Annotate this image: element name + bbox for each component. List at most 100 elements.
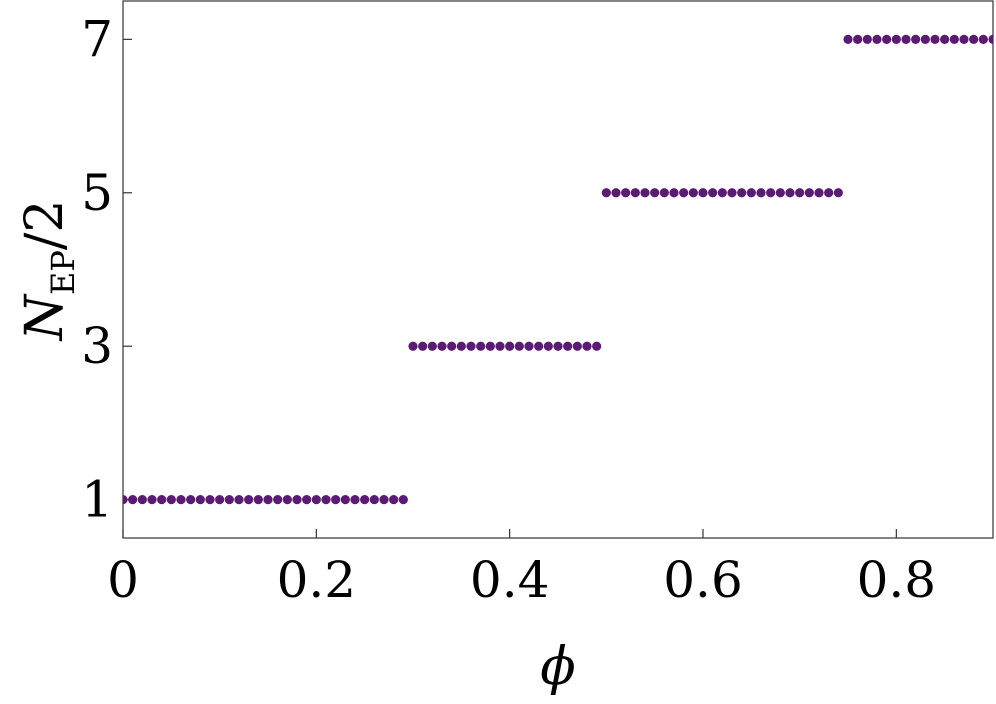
data-point	[920, 34, 930, 44]
data-point	[911, 34, 921, 44]
data-point	[369, 495, 379, 505]
data-point	[688, 188, 698, 198]
data-point	[514, 341, 524, 351]
data-point	[630, 188, 640, 198]
data-point	[166, 495, 176, 505]
y-axis-label: NEP/2	[15, 200, 82, 343]
data-point	[505, 341, 515, 351]
x-tick-label: 0	[107, 551, 139, 609]
data-point	[331, 495, 341, 505]
data-point	[872, 34, 882, 44]
data-point	[350, 495, 360, 505]
data-point	[302, 495, 312, 505]
data-point	[379, 495, 389, 505]
data-point	[466, 341, 476, 351]
data-point	[833, 188, 843, 198]
data-point	[679, 188, 689, 198]
data-point	[988, 34, 993, 44]
data-point	[669, 188, 679, 198]
data-point	[727, 188, 737, 198]
data-point	[176, 495, 186, 505]
data-point	[746, 188, 756, 198]
y-tick-label: 3	[81, 317, 113, 375]
data-point	[195, 495, 205, 505]
x-axis-label: ϕ	[540, 637, 575, 697]
y-axis-label-suffix: /2	[15, 200, 75, 251]
data-point	[447, 341, 457, 351]
data-point	[698, 188, 708, 198]
data-point	[804, 188, 814, 198]
data-point	[418, 341, 428, 351]
data-point	[205, 495, 215, 505]
data-point	[640, 188, 650, 198]
data-point	[360, 495, 370, 505]
data-point	[534, 341, 544, 351]
data-point	[244, 495, 254, 505]
x-ticks	[122, 529, 897, 538]
data-point	[563, 341, 573, 351]
data-point	[650, 188, 660, 198]
y-tick-labels: 1 3 5 7	[81, 10, 113, 528]
plot-frame	[122, 0, 994, 539]
data-point	[621, 188, 631, 198]
data-point	[717, 188, 727, 198]
data-point	[224, 495, 234, 505]
data-point	[321, 495, 331, 505]
data-point	[659, 188, 669, 198]
data-point	[340, 495, 350, 505]
data-point	[215, 495, 225, 505]
data-point	[901, 34, 911, 44]
data-point	[137, 495, 147, 505]
data-point	[263, 495, 273, 505]
y-tick-label: 7	[81, 10, 113, 68]
data-point	[495, 341, 505, 351]
data-point	[959, 34, 969, 44]
data-point	[524, 341, 534, 351]
x-tick-label: 0.4	[470, 551, 550, 609]
data-point	[427, 341, 437, 351]
data-point	[824, 188, 834, 198]
data-point	[737, 188, 747, 198]
data-point	[708, 188, 718, 198]
y-tick-label: 5	[81, 164, 113, 222]
data-point	[843, 34, 853, 44]
x-tick-label: 0.2	[277, 551, 357, 609]
data-point	[543, 341, 553, 351]
data-point	[123, 495, 128, 505]
data-point	[891, 34, 901, 44]
data-point	[853, 34, 863, 44]
data-point	[273, 495, 283, 505]
y-tick-label: 1	[81, 471, 113, 529]
data-points	[123, 34, 993, 505]
data-point	[766, 188, 776, 198]
data-point	[311, 495, 321, 505]
data-point	[862, 34, 872, 44]
data-point	[756, 188, 766, 198]
data-point	[592, 341, 602, 351]
data-point	[398, 495, 408, 505]
svg-text:NEP/2: NEP/2	[15, 200, 82, 343]
data-point	[553, 341, 563, 351]
data-point	[601, 188, 611, 198]
data-point	[253, 495, 263, 505]
x-tick-label: 0.6	[663, 551, 743, 609]
x-tick-label: 0.8	[857, 551, 937, 609]
data-point	[940, 34, 950, 44]
y-axis-label-subscript: EP	[44, 250, 82, 295]
data-point	[930, 34, 940, 44]
y-axis-label-symbol: N	[15, 294, 75, 343]
data-point	[157, 495, 167, 505]
data-point	[572, 341, 582, 351]
data-point	[582, 341, 592, 351]
data-point	[476, 341, 486, 351]
data-point	[437, 341, 447, 351]
data-point	[978, 34, 988, 44]
data-point	[611, 188, 621, 198]
data-point	[292, 495, 302, 505]
data-point	[282, 495, 292, 505]
data-point	[795, 188, 805, 198]
data-point	[408, 341, 418, 351]
data-point	[785, 188, 795, 198]
data-point	[969, 34, 979, 44]
